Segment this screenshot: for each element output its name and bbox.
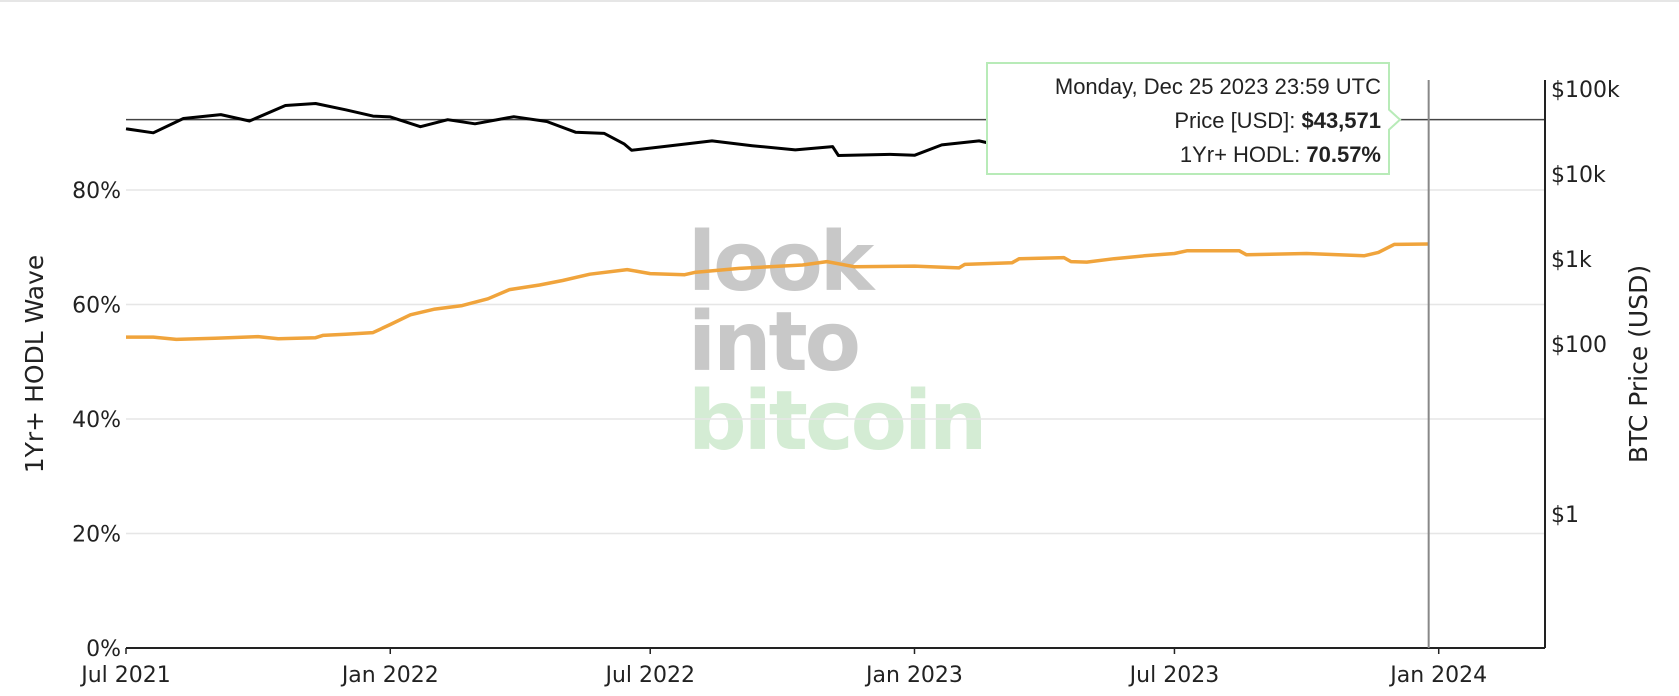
right-axis-ticks: $1 $100 $1k $10k $100k bbox=[1551, 78, 1620, 528]
watermark-bitcoin: bitcoin bbox=[688, 374, 984, 469]
x-tick-label: Jul 2022 bbox=[603, 663, 695, 688]
tooltip-hodl-label: 1Yr+ HODL: bbox=[1180, 142, 1307, 167]
tooltip-hodl-value: 70.57% bbox=[1306, 142, 1381, 167]
right-tick-label: $10k bbox=[1551, 163, 1606, 188]
left-tick-label: 0% bbox=[86, 637, 121, 662]
watermark-into: into bbox=[688, 295, 858, 390]
series-lines bbox=[125, 102, 1429, 342]
left-tick-label: 40% bbox=[72, 408, 121, 433]
hover-tooltip: Monday, Dec 25 2023 23:59 UTC Price [USD… bbox=[986, 62, 1402, 175]
tooltip-date: Monday, Dec 25 2023 23:59 UTC bbox=[1055, 74, 1381, 99]
gridlines bbox=[126, 189, 1545, 535]
tooltip-price: Price [USD]: $43,571 bbox=[1174, 108, 1381, 133]
tooltip-box bbox=[986, 62, 1402, 175]
x-tick-label: Jan 2022 bbox=[340, 663, 439, 688]
tooltip-price-label: Price [USD]: bbox=[1174, 108, 1301, 133]
x-tick-label: Jul 2023 bbox=[1128, 663, 1220, 688]
right-tick-label: $100 bbox=[1551, 333, 1607, 358]
left-tick-label: 60% bbox=[72, 294, 121, 319]
tooltip-price-value: $43,571 bbox=[1301, 108, 1381, 133]
right-tick-label: $1 bbox=[1551, 503, 1579, 528]
right-tick-label: $1k bbox=[1551, 248, 1592, 273]
watermark: look into bitcoin bbox=[688, 215, 987, 469]
price-line bbox=[125, 102, 1013, 157]
hodl-line bbox=[126, 242, 1429, 342]
tooltip-hodl: 1Yr+ HODL: 70.57% bbox=[1180, 142, 1381, 167]
left-tick-label: 20% bbox=[72, 523, 121, 548]
x-tick-label: Jul 2021 bbox=[79, 663, 171, 688]
left-axis-ticks: 0% 20% 40% 60% 80% bbox=[72, 179, 121, 662]
right-axis-title: BTC Price (USD) bbox=[1624, 265, 1653, 463]
left-tick-label: 80% bbox=[72, 179, 121, 204]
axes bbox=[126, 80, 1546, 649]
x-tick-label: Jan 2024 bbox=[1388, 663, 1487, 688]
x-tick-label: Jan 2023 bbox=[864, 663, 963, 688]
watermark-look: look bbox=[688, 215, 877, 310]
left-axis-title: 1Yr+ HODL Wave bbox=[20, 255, 49, 474]
right-tick-label: $100k bbox=[1551, 78, 1620, 103]
x-axis-ticks: Jul 2021 Jan 2022 Jul 2022 Jan 2023 Jul 2023… bbox=[79, 648, 1487, 688]
